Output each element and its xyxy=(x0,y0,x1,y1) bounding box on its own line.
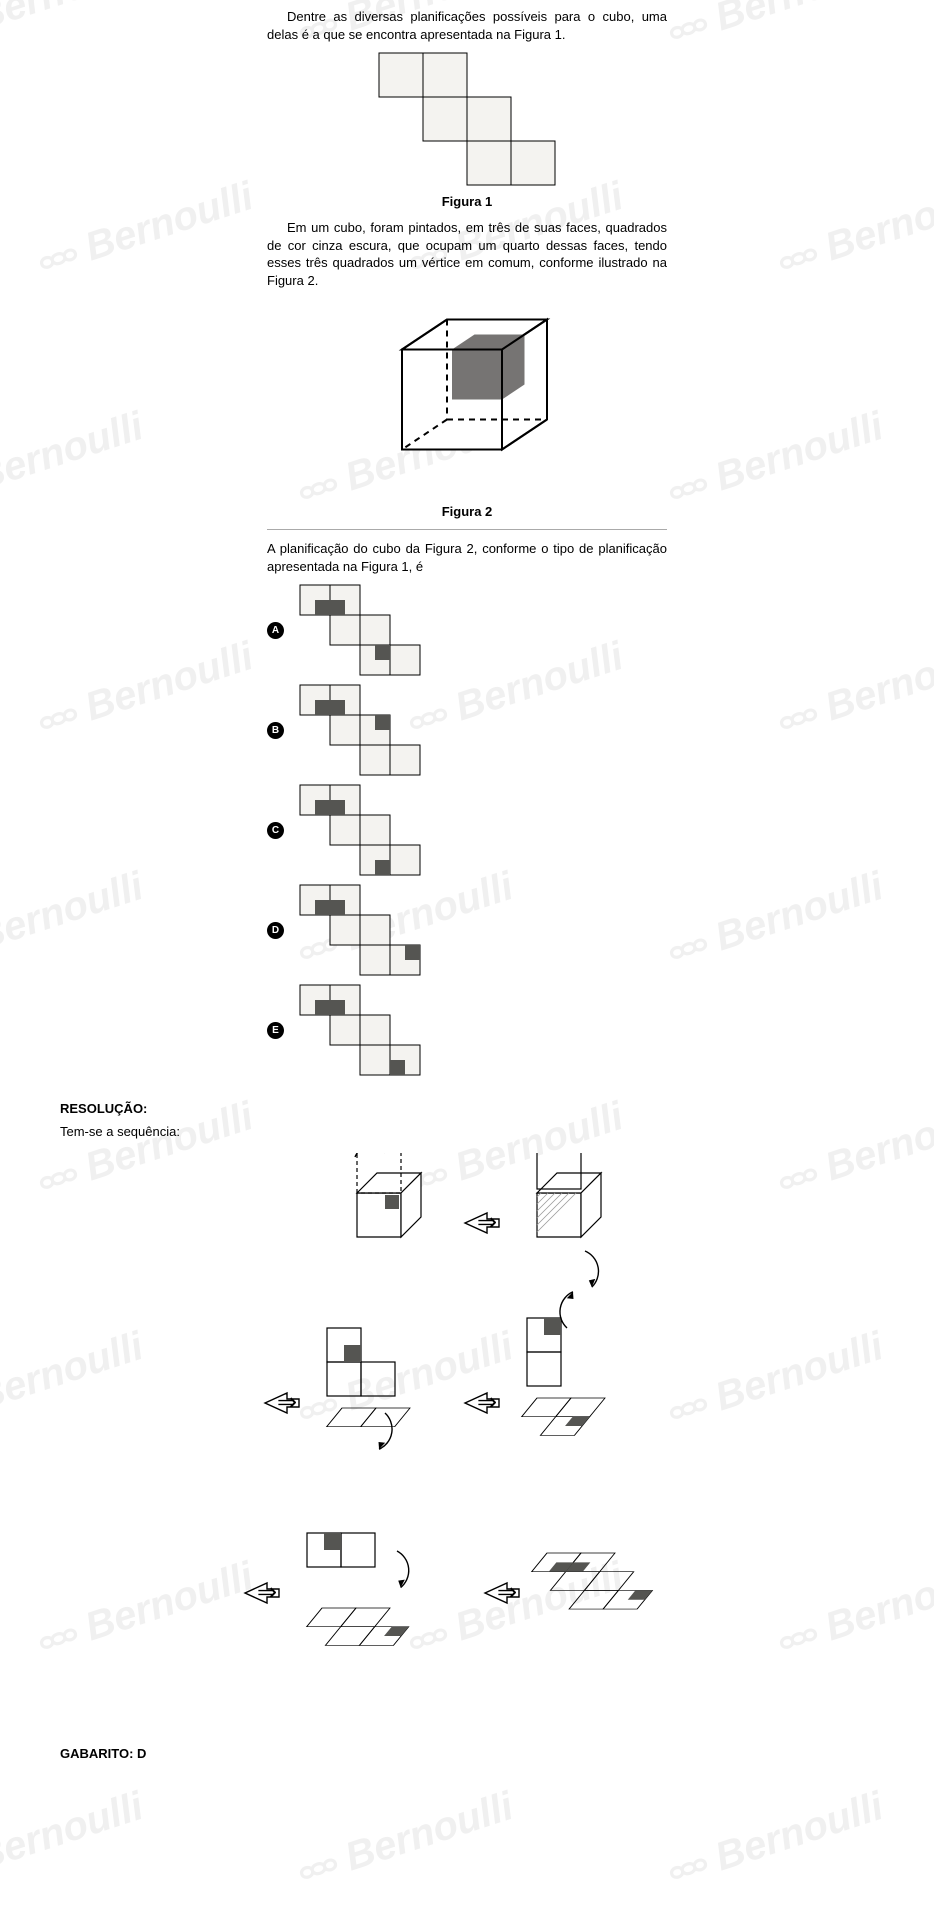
figure-1-caption: Figura 1 xyxy=(60,194,874,209)
option-bullet-d: D xyxy=(267,922,284,939)
paragraph-3: A planificação do cubo da Figura 2, conf… xyxy=(267,540,667,575)
document-body: Dentre as diversas planificações possíve… xyxy=(0,8,934,1809)
options-list: A B C D E xyxy=(267,583,667,1077)
option-net-a xyxy=(298,583,422,677)
option-a: A xyxy=(267,583,667,677)
resolucao-heading: RESOLUÇÃO: xyxy=(60,1101,874,1116)
gabarito: GABARITO: D xyxy=(60,1746,874,1761)
paragraph-1: Dentre as diversas planificações possíve… xyxy=(267,8,667,43)
option-c: C xyxy=(267,783,667,877)
figure-1: Figura 1 xyxy=(60,51,874,209)
cube-figure-2 xyxy=(362,297,572,497)
option-b: B xyxy=(267,683,667,777)
figure-2-caption: Figura 2 xyxy=(60,504,874,519)
svg-text:⇒: ⇒ xyxy=(277,1389,297,1416)
figure-2: Figura 2 xyxy=(60,297,874,519)
net-figure-1 xyxy=(377,51,557,187)
svg-text:⇒: ⇒ xyxy=(477,1389,497,1416)
option-net-d xyxy=(298,883,422,977)
solution-sequence-svg: ⇒ ⇒ ⇒ ⇒ ⇒ xyxy=(187,1153,747,1713)
option-net-b xyxy=(298,683,422,777)
option-bullet-a: A xyxy=(267,622,284,639)
solution-sequence: ⇒ ⇒ ⇒ ⇒ ⇒ xyxy=(60,1153,874,1716)
option-net-e xyxy=(298,983,422,1077)
divider xyxy=(267,529,667,530)
option-d: D xyxy=(267,883,667,977)
paragraph-2: Em um cubo, foram pintados, em três de s… xyxy=(267,219,667,289)
svg-text:⇒: ⇒ xyxy=(497,1579,517,1606)
option-bullet-c: C xyxy=(267,822,284,839)
svg-text:⇒: ⇒ xyxy=(257,1579,277,1606)
option-bullet-e: E xyxy=(267,1022,284,1039)
option-net-c xyxy=(298,783,422,877)
resolucao-intro: Tem-se a sequência: xyxy=(60,1124,874,1139)
option-bullet-b: B xyxy=(267,722,284,739)
option-e: E xyxy=(267,983,667,1077)
svg-text:⇒: ⇒ xyxy=(477,1209,497,1236)
